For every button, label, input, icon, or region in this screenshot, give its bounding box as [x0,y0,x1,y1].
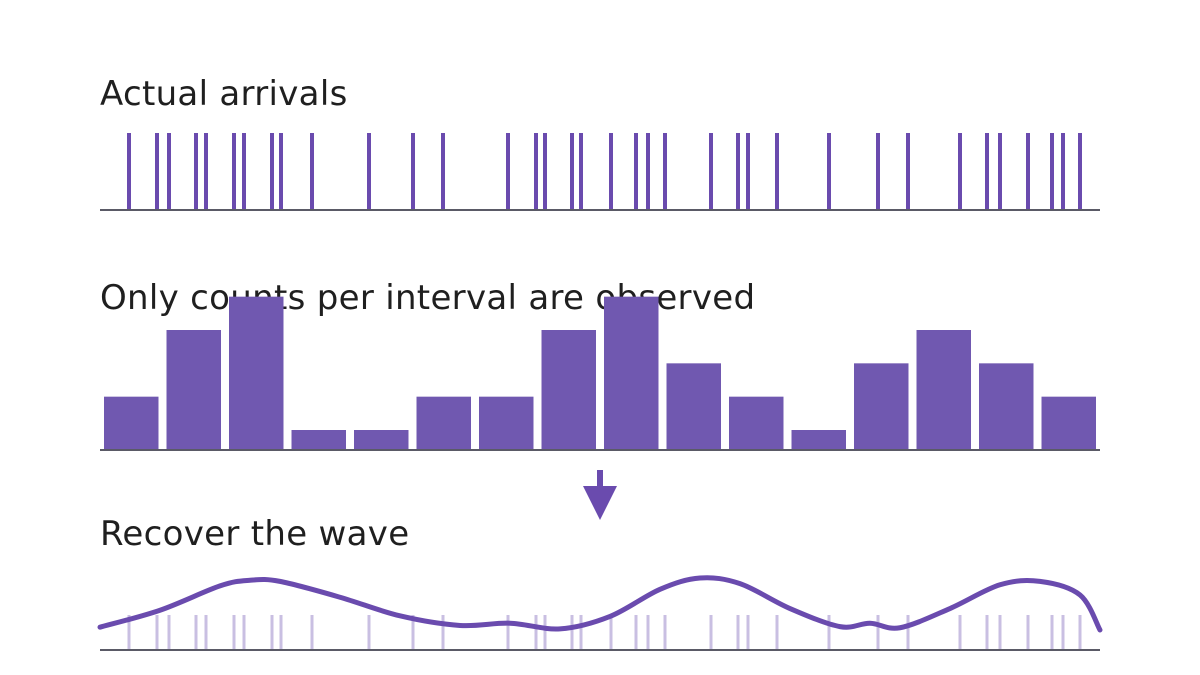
count-bar [354,430,409,450]
count-bar [229,296,284,450]
counts-panel [104,296,1096,450]
count-bar [916,330,971,450]
count-bar [166,330,221,450]
count-bar [291,430,346,450]
count-bar [541,330,596,450]
count-bar [729,396,784,450]
count-bar [979,363,1034,450]
count-bar [604,296,659,450]
count-bar [479,396,534,450]
arrivals-panel [127,133,1082,210]
count-bar [416,396,471,450]
recover-events [127,615,1082,650]
wave-curve [97,575,1103,633]
count-bar [104,396,159,450]
count-bar [1041,396,1096,450]
arrow-shaft [597,470,603,492]
arrow-down-icon [583,470,617,520]
recover-title: Recover the wave [100,514,410,554]
arrow-head [583,486,617,520]
count-bar [666,363,721,450]
count-bar [854,363,909,450]
count-bar [791,430,846,450]
arrivals-title: Actual arrivals [100,74,348,114]
